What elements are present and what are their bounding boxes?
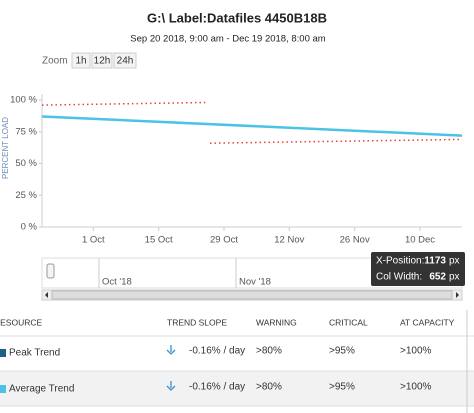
y-tick-label: 100 % [10, 95, 37, 106]
table-cell: -0.16% / day [189, 382, 245, 393]
tooltip [371, 252, 465, 286]
nav-label: Nov '18 [239, 277, 271, 288]
table-header: RESOURCE [0, 317, 43, 327]
zoom-button-label[interactable]: 1h [75, 56, 86, 67]
legend-swatch [0, 385, 6, 393]
trend-down-icon [166, 381, 176, 391]
table-row-bg [0, 371, 474, 406]
x-tick-label: 10 Dec [405, 235, 435, 246]
tooltip-unit: px [449, 256, 460, 267]
table-cell: >95% [329, 346, 355, 357]
trend-line [41, 115, 463, 137]
zoom-button[interactable] [113, 52, 137, 69]
table-cell: >80% [256, 346, 282, 357]
table-cell: >100% [400, 346, 432, 357]
y-tick-label: 50 % [15, 158, 37, 169]
chart-subtitle: Sep 20 2018, 9:00 am - Dec 19 2018, 8:00… [130, 34, 325, 45]
y-tick-label: 75 % [15, 126, 37, 137]
scroll-left[interactable] [45, 292, 48, 298]
zoom-button-label[interactable]: 12h [94, 56, 111, 67]
tooltip-label: X-Position: [376, 256, 424, 267]
table-cell: >95% [329, 382, 355, 393]
table-cell: Peak Trend [9, 348, 60, 359]
chart-title: G:\ Label:Datafiles 4450B18B [147, 10, 327, 25]
x-tick-label: 26 Nov [340, 235, 370, 246]
scroll-thumb[interactable] [51, 290, 453, 300]
trend-down-icon [166, 345, 176, 355]
y-tick-label: 25 % [15, 190, 37, 201]
tooltip-unit: px [449, 272, 460, 283]
zoom-button-label[interactable]: 24h [117, 56, 134, 67]
table-cell: -0.16% / day [189, 346, 245, 357]
table-cell: >80% [256, 382, 282, 393]
x-tick-label: 12 Nov [274, 235, 304, 246]
table-header: TREND SLOPE [167, 317, 227, 327]
table-header: AT CAPACITY [400, 317, 455, 327]
tooltip-value: 652 [429, 272, 446, 283]
y-tick-label: 0 % [21, 222, 38, 233]
tooltip-label: Col Width: [376, 272, 422, 283]
table-cell: >100% [400, 382, 432, 393]
table-header: CRITICAL [329, 317, 368, 327]
legend-swatch [0, 349, 6, 357]
zoom-button[interactable] [91, 52, 113, 69]
zoom-label: Zoom [42, 56, 68, 67]
x-tick-label: 1 Oct [82, 235, 105, 246]
trend-line [41, 101, 463, 144]
scroll-right[interactable] [456, 292, 459, 298]
x-tick-label: 15 Oct [145, 235, 173, 246]
table-header: WARNING [256, 317, 297, 327]
x-tick-label: 29 Oct [210, 235, 238, 246]
nav-label: Oct '18 [102, 277, 132, 288]
y-axis-label: PERCENT LOAD [1, 117, 10, 179]
nav-handle[interactable] [46, 263, 55, 279]
tooltip-value: 1173 [424, 256, 446, 267]
table-cell: Average Trend [9, 384, 74, 395]
zoom-button[interactable] [71, 52, 91, 69]
